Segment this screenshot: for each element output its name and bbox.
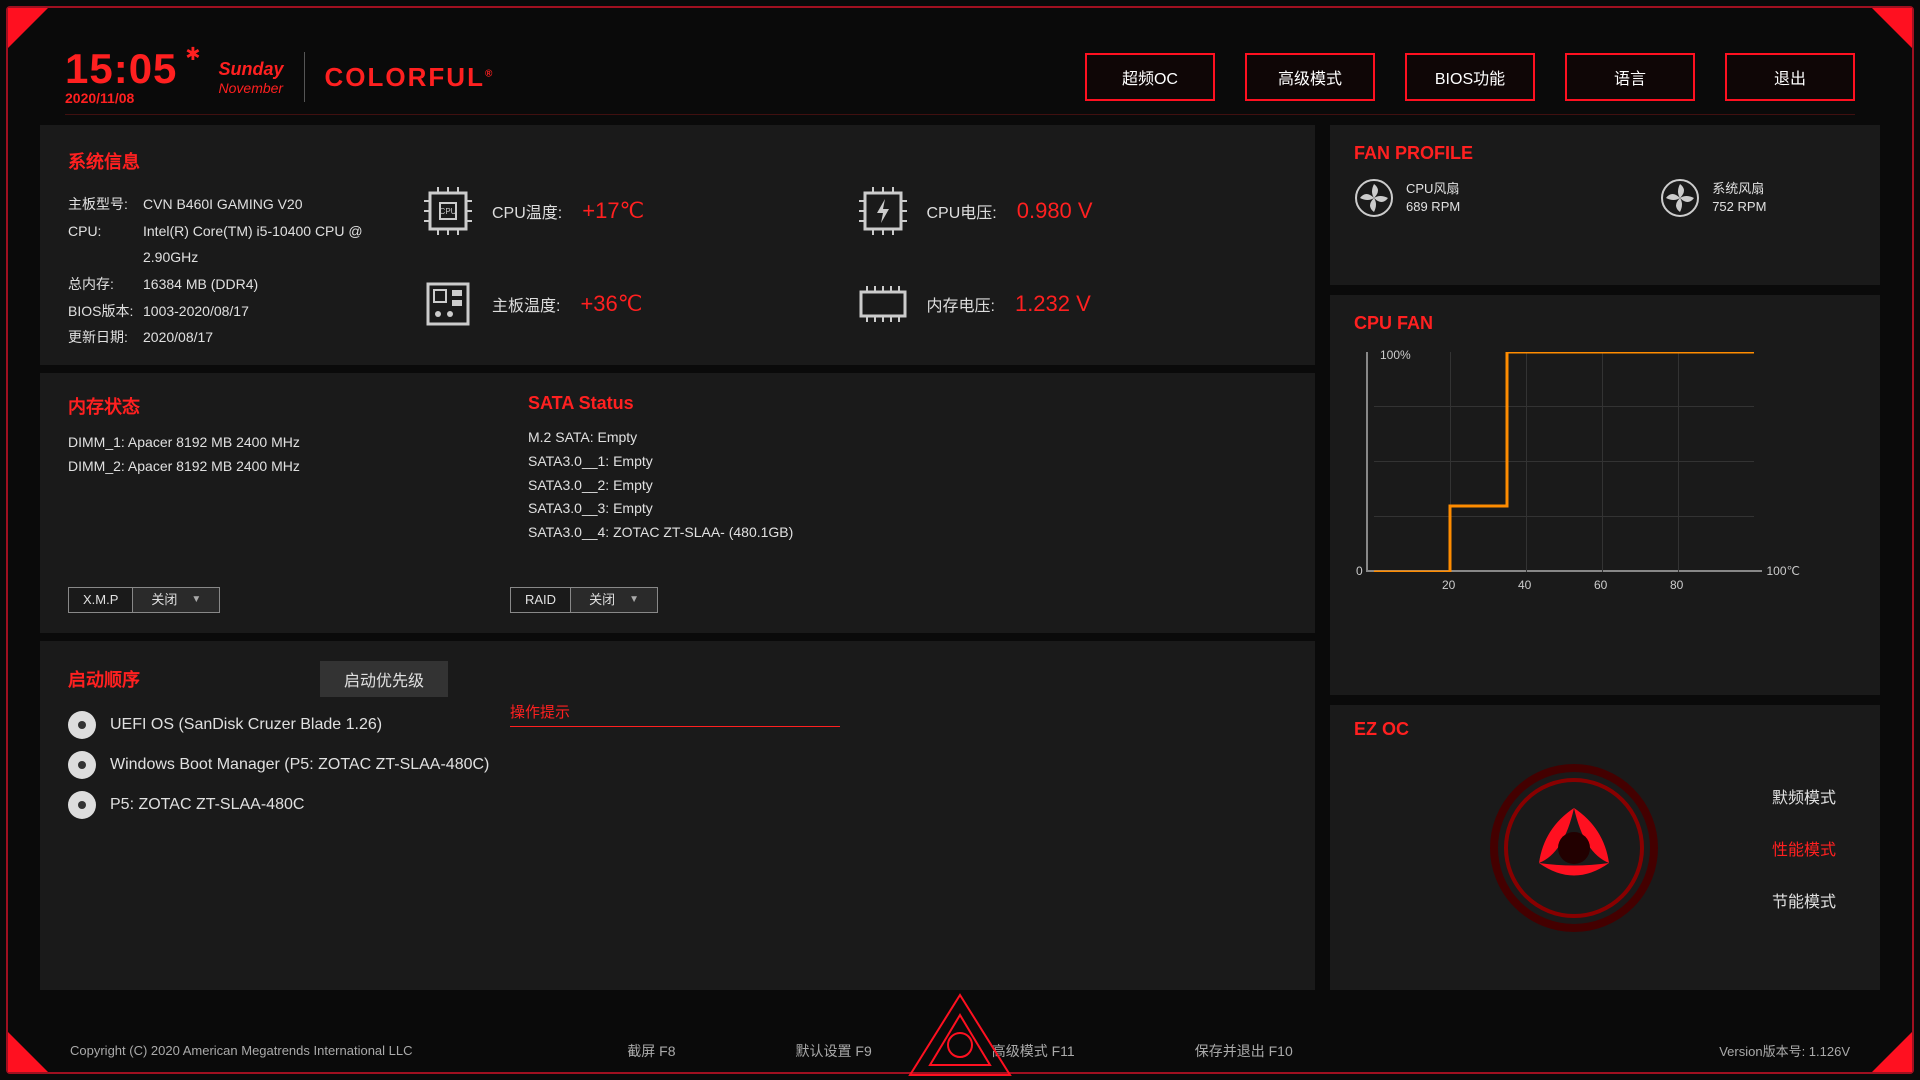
ez-oc-panel: EZ OC 默频模式 性能模式 节能模式 xyxy=(1330,705,1880,990)
fan-icon xyxy=(1660,178,1700,218)
date: 2020/11/08 xyxy=(65,90,177,106)
day: Sunday xyxy=(219,59,284,80)
clock: 15:05 2020/11/08 ✱ xyxy=(65,48,201,106)
boot-item[interactable]: Windows Boot Manager (P5: ZOTAC ZT-SLAA-… xyxy=(68,751,1287,779)
bios-version: 1003-2020/08/17 xyxy=(143,298,249,325)
oc-mode-default[interactable]: 默频模式 xyxy=(1772,784,1836,808)
sata-port: SATA3.0__1: Empty xyxy=(528,450,1287,474)
nav-language[interactable]: 语言 xyxy=(1565,53,1695,101)
cpu-temp: CPU CPU温度: +17℃ xyxy=(418,181,853,241)
boot-panel: 启动顺序 启动优先级 UEFI OS (SanDisk Cruzer Blade… xyxy=(40,641,1315,990)
action-save-exit[interactable]: 保存并退出 F10 xyxy=(1195,1041,1293,1061)
nav-advanced[interactable]: 高级模式 xyxy=(1245,53,1375,101)
dimm-1: DIMM_1: Apacer 8192 MB 2400 MHz xyxy=(68,431,488,455)
disk-icon xyxy=(68,791,96,819)
ez-oc-title: EZ OC xyxy=(1354,719,1409,740)
version: Version版本号: 1.126V xyxy=(1719,1041,1850,1060)
action-screenshot[interactable]: 截屏 F8 xyxy=(627,1041,675,1061)
disk-icon xyxy=(68,751,96,779)
fan-icon xyxy=(1354,178,1394,218)
cpu-fan-title: CPU FAN xyxy=(1354,313,1856,334)
cpu-voltage: CPU电压: 0.980 V xyxy=(853,181,1288,241)
motherboard-icon xyxy=(418,274,478,334)
cpu-fan[interactable]: CPU风扇689 RPM xyxy=(1354,178,1460,218)
nav: 超频OC 高级模式 BIOS功能 语言 退出 xyxy=(1085,53,1855,101)
month: November xyxy=(219,80,284,96)
sata-port: SATA3.0__2: Empty xyxy=(528,474,1287,498)
gear-icon: ✱ xyxy=(185,44,200,65)
mb-model: CVN B460I GAMING V20 xyxy=(143,191,303,218)
sata-port: M.2 SATA: Empty xyxy=(528,426,1287,450)
action-defaults[interactable]: 默认设置 F9 xyxy=(796,1041,872,1061)
nav-exit[interactable]: 退出 xyxy=(1725,53,1855,101)
update-date: 2020/08/17 xyxy=(143,324,213,351)
mem-sata-panel: 内存状态 DIMM_1: Apacer 8192 MB 2400 MHz DIM… xyxy=(40,373,1315,633)
memory-icon xyxy=(853,274,913,334)
voltage-icon xyxy=(853,181,913,241)
nav-oc[interactable]: 超频OC xyxy=(1085,53,1215,101)
footer-emblem-icon xyxy=(900,990,1020,1080)
header: 15:05 2020/11/08 ✱ Sunday November COLOR… xyxy=(65,40,1855,115)
sysinfo-title: 系统信息 xyxy=(68,145,378,179)
mb-temp: 主板温度: +36℃ xyxy=(418,274,853,334)
fan-curve-chart[interactable]: 100% 0 100℃ 20406080 xyxy=(1374,352,1754,572)
system-info-panel: 系统信息 主板型号:CVN B460I GAMING V20 CPU:Intel… xyxy=(40,125,1315,365)
mem-voltage: 内存电压: 1.232 V xyxy=(853,274,1288,334)
boot-priority-button[interactable]: 启动优先级 xyxy=(320,661,448,697)
total-memory: 16384 MB (DDR4) xyxy=(143,271,258,298)
cpu-model: Intel(R) Core(TM) i5-10400 CPU @ 2.90GHz xyxy=(143,218,373,271)
fan-profile-title: FAN PROFILE xyxy=(1354,143,1856,164)
oc-mode-performance[interactable]: 性能模式 xyxy=(1772,836,1836,860)
raid-dropdown[interactable]: RAID 关闭▼ xyxy=(510,587,658,613)
memstatus-title: 内存状态 xyxy=(68,393,488,419)
nav-bios[interactable]: BIOS功能 xyxy=(1405,53,1535,101)
sata-port: SATA3.0__4: ZOTAC ZT-SLAA- (480.1GB) xyxy=(528,521,1287,545)
svg-text:CPU: CPU xyxy=(440,207,457,216)
sata-port: SATA3.0__3: Empty xyxy=(528,497,1287,521)
day-block: Sunday November xyxy=(219,59,284,96)
oc-mode-eco[interactable]: 节能模式 xyxy=(1772,888,1836,912)
fan-profile-panel: FAN PROFILE CPU风扇689 RPM 系统风扇752 RPM xyxy=(1330,125,1880,285)
disk-icon xyxy=(68,711,96,739)
cpu-icon: CPU xyxy=(418,181,478,241)
oc-dial[interactable] xyxy=(1484,758,1664,938)
boot-item[interactable]: UEFI OS (SanDisk Cruzer Blade 1.26) xyxy=(68,711,1287,739)
sata-title: SATA Status xyxy=(528,393,1287,414)
hint-label: 操作提示 xyxy=(510,701,570,722)
boot-item[interactable]: P5: ZOTAC ZT-SLAA-480C xyxy=(68,791,1287,819)
dimm-2: DIMM_2: Apacer 8192 MB 2400 MHz xyxy=(68,455,488,479)
chevron-down-icon: ▼ xyxy=(629,588,639,612)
time: 15:05 xyxy=(65,48,177,90)
brand-logo: COLORFUL® xyxy=(325,62,495,93)
boot-title: 启动顺序 xyxy=(68,666,140,692)
chevron-down-icon: ▼ xyxy=(191,588,201,612)
xmp-dropdown[interactable]: X.M.P 关闭▼ xyxy=(68,587,220,613)
sys-fan[interactable]: 系统风扇752 RPM xyxy=(1660,178,1766,218)
copyright: Copyright (C) 2020 American Megatrends I… xyxy=(70,1043,413,1058)
cpu-fan-chart-panel: CPU FAN 100% 0 100℃ 20406080 风扇设置 xyxy=(1330,295,1880,695)
